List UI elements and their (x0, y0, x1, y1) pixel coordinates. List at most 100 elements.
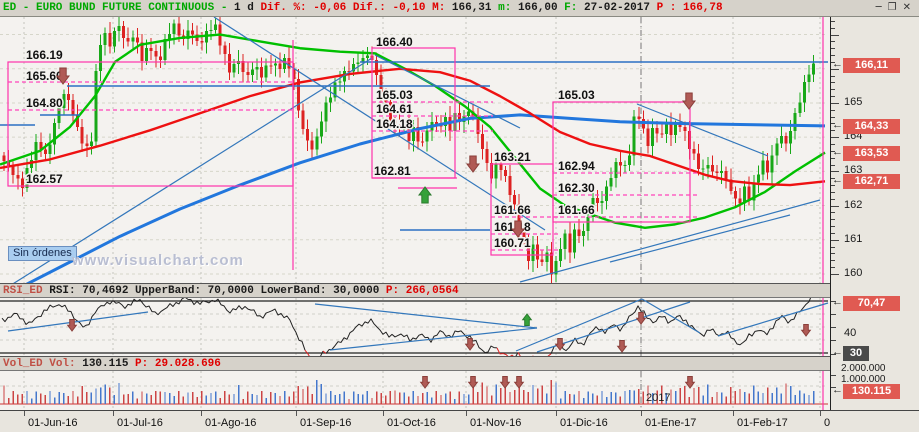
year-label: 2017 (646, 392, 670, 404)
signal-arrow-down (466, 155, 480, 173)
price-level-label: 165.03 (558, 88, 595, 102)
axis-tick (831, 219, 835, 220)
axis-tick (831, 130, 835, 131)
axis-tick (831, 314, 836, 315)
price-level-label: 166.40 (376, 35, 413, 49)
pattern-box (552, 101, 691, 223)
value-marker-arrow: ← (832, 384, 843, 396)
price-level-label: 164.18 (376, 117, 413, 131)
window-controls: ─ ❐ ✕ (876, 3, 911, 15)
header-text-segment: P : (656, 2, 683, 14)
axis-tick (831, 41, 835, 42)
time-label: 01-Ago-16 (205, 417, 257, 429)
volume-chart[interactable]: 2017 (0, 371, 830, 410)
signal-arrow-up (418, 186, 432, 204)
time-axis[interactable]: 01-Jun-16 01-Jul-16 01-Ago-16 01-Sep-16 01-O… (0, 410, 919, 432)
current-value-box: 166,11 (843, 58, 900, 73)
signal-arrow-down (684, 375, 696, 389)
axis-tick (831, 192, 835, 193)
volume-bars (3, 379, 815, 404)
value-marker-arrow: ← (832, 346, 843, 358)
trend-line (609, 214, 791, 263)
header-text-segment: Dif. %: (260, 2, 314, 14)
main-price-chart[interactable]: 166.19165.60164.80162.57166.40165.03164.… (0, 17, 830, 283)
signal-arrow-down (682, 92, 696, 110)
axis-tick (831, 123, 835, 124)
price-level-label: 162.30 (558, 181, 595, 195)
time-tick (296, 411, 297, 416)
axis-tick (831, 340, 836, 341)
axis-tick (831, 28, 835, 29)
close-icon[interactable]: ✕ (902, 2, 911, 13)
header-text-segment: ED - EURO BUND FUTURE CONTINUOUS - (3, 2, 235, 14)
trend-line (314, 303, 538, 329)
volume-pane-header: Vol_ED Vol: 130.115 P: 29.028.696 (0, 356, 919, 371)
trend-line (7, 311, 149, 332)
rsi-indicator-chart[interactable] (0, 298, 830, 356)
header-text-segment: 27-02-2017 (583, 2, 657, 14)
axis-tick (831, 35, 839, 36)
header-text-segment: 166,00 (517, 2, 565, 14)
axis-label: 2.000.000 (841, 363, 886, 374)
axis-tick (831, 185, 835, 186)
axis-tick (831, 89, 835, 90)
header-text-segment: RSI_ED (3, 285, 50, 297)
axis-tick (831, 21, 835, 22)
axis-tick (831, 387, 836, 388)
time-tick (820, 411, 821, 416)
price-level-label: 162.94 (558, 159, 595, 173)
header-text-segment: Dif.: (352, 2, 393, 14)
time-tick (466, 411, 467, 416)
signal-arrow-down (467, 375, 479, 389)
header-text-segment: 30,0000 (333, 285, 386, 297)
time-tick (733, 411, 734, 416)
trend-line (329, 327, 538, 351)
header-text-segment: UpperBand: (135, 285, 208, 297)
signal-arrow-down (464, 337, 476, 351)
title-bar: ED - EURO BUND FUTURE CONTINUOUS - 1 d D… (0, 0, 919, 17)
price-level-label: 164.61 (376, 102, 413, 116)
rsi-line (1, 298, 306, 351)
axis-tick (831, 253, 835, 254)
rsi-pane-header: RSI_ED RSI: 70,4692 UpperBand: 70,0000 L… (0, 283, 919, 298)
trend-line (515, 298, 643, 352)
header-text-segment: 166,78 (683, 2, 723, 14)
rsi-line (304, 349, 310, 356)
value-marker-arrow: ← (832, 146, 843, 158)
trend-line (213, 17, 546, 231)
axis-tick (831, 76, 835, 77)
trend-line (374, 54, 521, 129)
time-label: 01-Jun-16 (28, 417, 78, 429)
time-tick (113, 411, 114, 416)
header-text-segment: 166,31 (451, 2, 499, 14)
time-label: 0 (824, 417, 831, 429)
price-axis[interactable]: 16516416316216116060402.000.0001.000.000… (830, 17, 919, 410)
current-value-box: 30 (843, 346, 869, 361)
signal-arrow-down (554, 337, 566, 351)
current-value-box: 163,53 (843, 146, 900, 161)
axis-tick (831, 48, 835, 49)
rsi-line (325, 318, 498, 354)
maximize-icon[interactable]: ❐ (887, 2, 897, 13)
time-tick (641, 411, 642, 416)
axis-tick (831, 137, 839, 138)
axis-tick (831, 103, 839, 104)
axis-label: 165 (844, 96, 863, 108)
rsi-line (496, 347, 514, 356)
trend-line (641, 298, 701, 334)
header-text-segment: -0,10 (392, 2, 433, 14)
axis-tick (831, 206, 839, 207)
header-text-segment: -0,06 (313, 2, 353, 14)
axis-tick (831, 199, 835, 200)
current-value-box: 162,71 (843, 174, 900, 189)
header-text-segment: 130.115 (82, 358, 136, 370)
value-marker-arrow: ← (832, 296, 843, 308)
axis-tick (831, 144, 835, 145)
minimize-icon[interactable]: ─ (875, 2, 882, 13)
value-marker-arrow: ← (832, 174, 843, 186)
axis-label: 163 (844, 164, 863, 176)
axis-tick (831, 301, 836, 302)
axis-tick (831, 260, 835, 261)
time-tick (383, 411, 384, 416)
header-text-segment: 1 d (234, 2, 261, 14)
